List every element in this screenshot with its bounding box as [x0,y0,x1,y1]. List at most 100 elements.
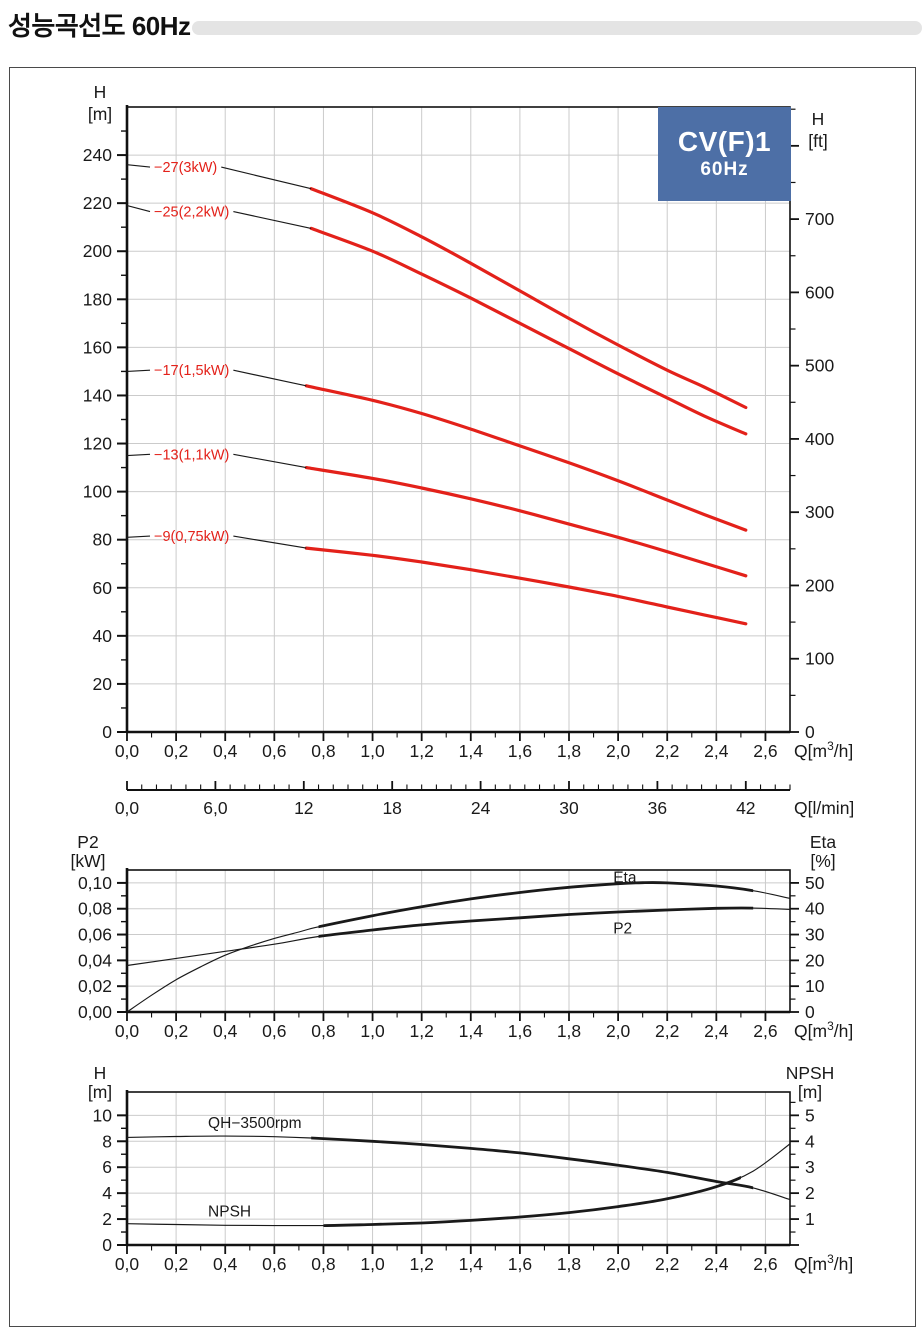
svg-text:1,2: 1,2 [410,1021,434,1041]
page-title: 성능곡선도 60Hz [8,11,191,41]
svg-text:12: 12 [294,798,313,818]
svg-text:2,4: 2,4 [704,1021,729,1041]
svg-text:1,2: 1,2 [410,741,434,761]
svg-text:2,4: 2,4 [704,1254,729,1274]
svg-text:−25(2,2kW): −25(2,2kW) [154,205,229,221]
svg-text:24: 24 [471,798,491,818]
svg-text:0: 0 [805,722,815,742]
svg-text:0,4: 0,4 [213,1254,238,1274]
svg-text:0,04: 0,04 [78,950,112,970]
svg-text:600: 600 [805,282,834,302]
svg-text:0,08: 0,08 [78,899,112,919]
svg-text:0: 0 [102,722,112,742]
svg-text:0,4: 0,4 [213,741,238,761]
svg-text:6: 6 [102,1157,112,1177]
svg-text:42: 42 [736,798,755,818]
svg-text:[%]: [%] [810,851,835,871]
svg-text:30: 30 [805,925,825,945]
svg-text:500: 500 [805,356,834,376]
power-efficiency-chart: 0,0 0,2 0,4 0,6 0,8 1,0 1,2 1,4 1,6 1,8 2,0 2,2 2,4 2… [71,835,854,1041]
svg-text:1: 1 [805,1209,815,1229]
chart-frame [9,67,916,1327]
svg-text:20: 20 [805,950,825,970]
svg-text:200: 200 [83,241,112,261]
svg-text:0,4: 0,4 [213,1021,238,1041]
svg-text:2,0: 2,0 [606,1254,631,1274]
svg-text:2,2: 2,2 [655,741,679,761]
svg-text:1,8: 1,8 [557,1254,581,1274]
svg-text:2,6: 2,6 [753,741,777,761]
badge-model-label: CV(F)1 [677,125,772,157]
svg-text:100: 100 [83,482,112,502]
badge-frequency-label: 60Hz [700,159,749,181]
svg-text:6,0: 6,0 [203,798,228,818]
svg-text:1,8: 1,8 [557,741,581,761]
svg-text:0,6: 0,6 [262,1254,286,1274]
title-bar: 성능곡선도 60Hz [8,6,922,42]
svg-text:0,00: 0,00 [78,1002,112,1022]
svg-text:Q[l/min]: Q[l/min] [794,798,854,818]
svg-text:30: 30 [559,798,579,818]
svg-text:8: 8 [102,1131,112,1151]
svg-text:NPSH: NPSH [786,1065,835,1083]
svg-text:0,6: 0,6 [262,741,286,761]
svg-text:−13(1,1kW): −13(1,1kW) [154,447,229,463]
svg-text:−17(1,5kW): −17(1,5kW) [154,363,229,379]
svg-text:1,6: 1,6 [508,741,532,761]
svg-text:20: 20 [93,674,113,694]
svg-text:Q[m3/h]: Q[m3/h] [794,1019,853,1041]
svg-text:0,02: 0,02 [78,976,112,996]
svg-text:240: 240 [83,145,112,165]
svg-text:[kW]: [kW] [71,851,106,871]
svg-text:0,0: 0,0 [115,1254,140,1274]
svg-text:Eta: Eta [810,835,837,852]
svg-text:2,6: 2,6 [753,1021,777,1041]
svg-text:[m]: [m] [88,104,112,124]
svg-text:P2: P2 [613,921,632,938]
svg-text:[m]: [m] [798,1082,822,1102]
svg-text:2: 2 [805,1183,815,1203]
svg-text:NPSH: NPSH [208,1203,251,1220]
svg-text:0,8: 0,8 [311,1254,335,1274]
svg-text:0,6: 0,6 [262,1021,286,1041]
svg-text:0,10: 0,10 [78,873,112,893]
svg-text:3: 3 [805,1157,815,1177]
svg-text:120: 120 [83,434,112,454]
svg-text:1,2: 1,2 [410,1254,434,1274]
svg-text:40: 40 [93,626,113,646]
svg-text:0: 0 [805,1002,815,1022]
svg-text:0,8: 0,8 [311,741,335,761]
svg-text:Q[m3/h]: Q[m3/h] [794,739,853,761]
svg-text:36: 36 [648,798,667,818]
svg-text:H: H [812,109,825,129]
svg-text:1,4: 1,4 [459,1021,484,1041]
svg-text:2,2: 2,2 [655,1021,679,1041]
svg-text:Eta: Eta [613,870,637,887]
svg-text:1,0: 1,0 [360,1021,385,1041]
svg-text:0,0: 0,0 [115,741,140,761]
title-rule [192,21,922,35]
svg-text:H: H [94,82,107,102]
svg-text:400: 400 [805,429,834,449]
svg-text:0,0: 0,0 [115,798,140,818]
svg-text:180: 180 [83,289,112,309]
svg-text:300: 300 [805,502,834,522]
svg-text:18: 18 [382,798,401,818]
svg-text:2,0: 2,0 [606,1021,631,1041]
svg-text:50: 50 [805,873,825,893]
svg-text:1,6: 1,6 [508,1254,532,1274]
svg-text:100: 100 [805,649,834,669]
svg-text:1,6: 1,6 [508,1021,532,1041]
svg-text:10: 10 [805,976,825,996]
svg-text:2,0: 2,0 [606,741,631,761]
svg-text:0: 0 [102,1235,112,1255]
svg-text:0,2: 0,2 [164,741,188,761]
svg-text:0,8: 0,8 [311,1021,335,1041]
svg-text:2,6: 2,6 [753,1254,777,1274]
svg-text:Q[m3/h]: Q[m3/h] [794,1252,853,1274]
svg-text:0,2: 0,2 [164,1254,188,1274]
head-capacity-chart: 0,0 0,2 0,4 0,6 0,8 1,0 1,2 1,4 1,6 1,8 2,0 2,2 2,4 2… [83,82,855,818]
svg-text:[m]: [m] [88,1082,112,1102]
svg-text:QH−3500rpm: QH−3500rpm [208,1115,301,1132]
